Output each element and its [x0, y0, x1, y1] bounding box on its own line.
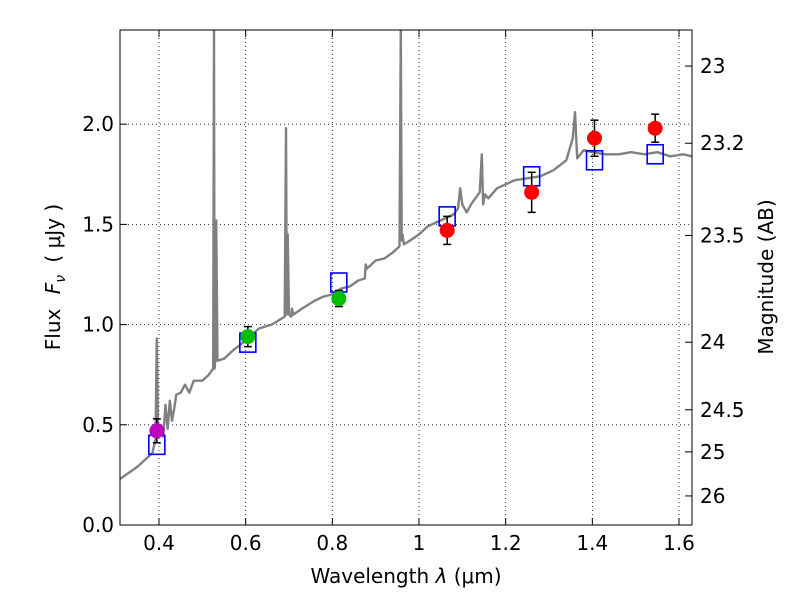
right-axis-label: Magnitude (AB): [754, 199, 778, 354]
observed-point: [524, 184, 540, 200]
plot-area: [120, 30, 692, 480]
x-tick-label: 1.4: [576, 531, 608, 555]
plot-frame: [119, 29, 693, 526]
y-tick-label: 1.5: [82, 212, 114, 236]
model-box-marker: [585, 149, 604, 171]
y-tick-label: 0.0: [82, 513, 114, 537]
y-tick-label: 1.0: [82, 313, 114, 337]
observed-points: [149, 120, 663, 439]
x-tick-label: 1: [413, 531, 426, 555]
right-tick-label: 23.2: [700, 131, 745, 155]
right-axis-ticks: 23 23.2 23.5 24 24.5 25 26: [685, 54, 745, 508]
observed-point: [149, 423, 165, 439]
model-boxes: [148, 143, 664, 456]
right-tick-label: 24: [700, 330, 725, 354]
right-tick-label: 25: [700, 440, 725, 464]
y-axis-ticks: 0.0 0.5 1.0 1.5 2.0: [82, 112, 127, 537]
observed-point: [331, 291, 347, 307]
observed-point: [647, 120, 663, 136]
x-tick-label: 1.2: [490, 531, 522, 555]
y-tick-label: 2.0: [82, 112, 114, 136]
x-axis-ticks: 0.4 0.6 0.8 1 1.2 1.4 1.6: [143, 30, 695, 555]
y-axis-label: Flux Fν ( μJy ): [41, 204, 70, 350]
x-tick-label: 0.6: [230, 531, 262, 555]
right-tick-label: 23.5: [700, 223, 745, 247]
x-tick-label: 0.4: [143, 531, 175, 555]
x-tick-label: 1.6: [663, 531, 695, 555]
x-axis-label: Wavelength λ (μm): [310, 564, 501, 588]
observed-point: [587, 130, 602, 146]
spectrum-line: [120, 30, 692, 480]
right-tick-label: 26: [700, 484, 725, 508]
right-tick-label: 23: [700, 54, 725, 78]
observed-point: [439, 222, 455, 238]
observed-point: [240, 329, 256, 345]
right-tick-label: 24.5: [700, 398, 745, 422]
x-tick-label: 0.8: [316, 531, 348, 555]
y-tick-label: 0.5: [82, 413, 114, 437]
model-box-marker: [646, 143, 664, 165]
